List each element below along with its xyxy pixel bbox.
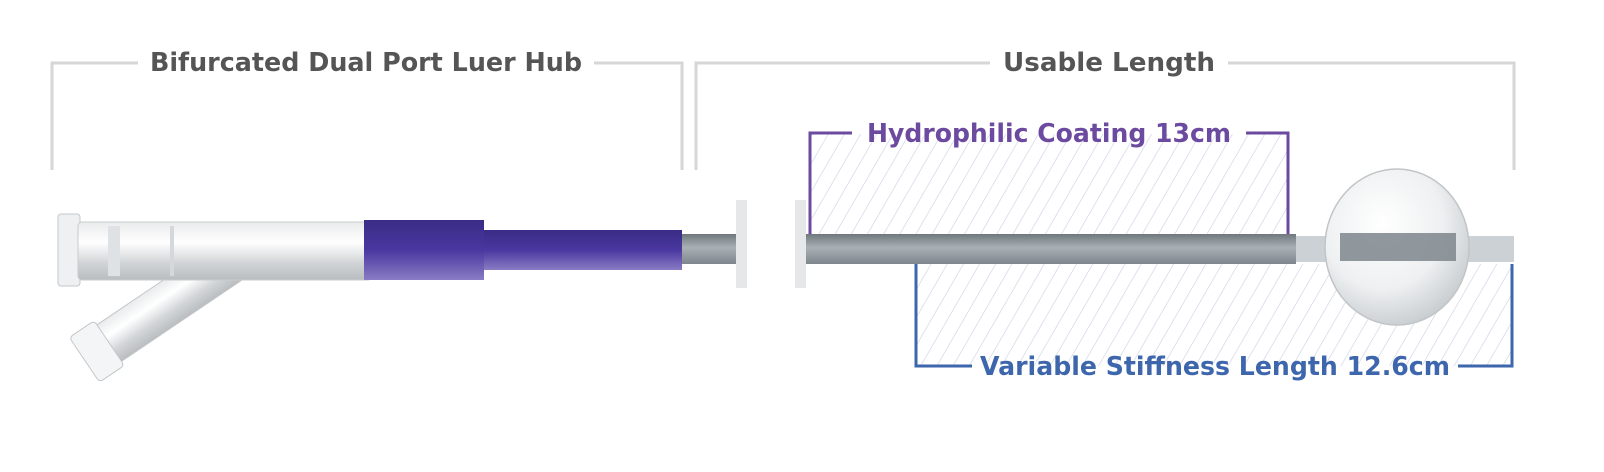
stiffness-bracket xyxy=(914,264,972,368)
hub-bracket-right xyxy=(594,61,684,170)
shaft-break-mark-left xyxy=(736,200,747,288)
hub-bracket xyxy=(50,61,138,170)
balloon-inner-shaft xyxy=(1340,233,1456,261)
luer-hub xyxy=(57,213,373,287)
stiffness-bracket-right xyxy=(1458,264,1514,368)
proximal-shaft-stub xyxy=(682,234,736,264)
usable-length-bracket-right xyxy=(1228,61,1516,170)
coating-hatch-area xyxy=(810,134,1288,234)
stiffness-label: Variable Stiffness Length 12.6cm xyxy=(980,352,1450,382)
coating-bracket-right xyxy=(1246,131,1290,234)
usable-length-label: Usable Length xyxy=(1003,48,1215,78)
distal-shaft xyxy=(806,234,1296,264)
purple-proximal-shaft xyxy=(484,230,682,270)
strain-relief-band xyxy=(364,220,484,280)
usable-length-bracket xyxy=(694,61,990,170)
hub-label: Bifurcated Dual Port Luer Hub xyxy=(150,48,582,78)
coating-label: Hydrophilic Coating 13cm xyxy=(867,119,1231,149)
coating-bracket xyxy=(808,131,852,234)
shaft-break-mark-right xyxy=(795,200,806,288)
